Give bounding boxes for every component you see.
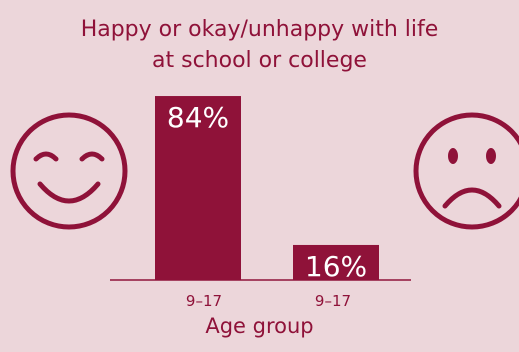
bar-1 (155, 96, 241, 280)
x-axis-label: Age group (205, 314, 314, 338)
bar-value-label-1: 84% (167, 101, 229, 134)
bar-value-label-2: 16% (305, 250, 367, 283)
x-tick-label-1: 9–17 (186, 292, 222, 310)
bar-2 (293, 244, 379, 280)
sad-face-icon (413, 112, 519, 230)
x-tick-label-2: 9–17 (315, 292, 351, 310)
smiling-face-icon (10, 112, 128, 230)
chart-title: Happy or okay/unhappy with life at schoo… (80, 17, 439, 73)
